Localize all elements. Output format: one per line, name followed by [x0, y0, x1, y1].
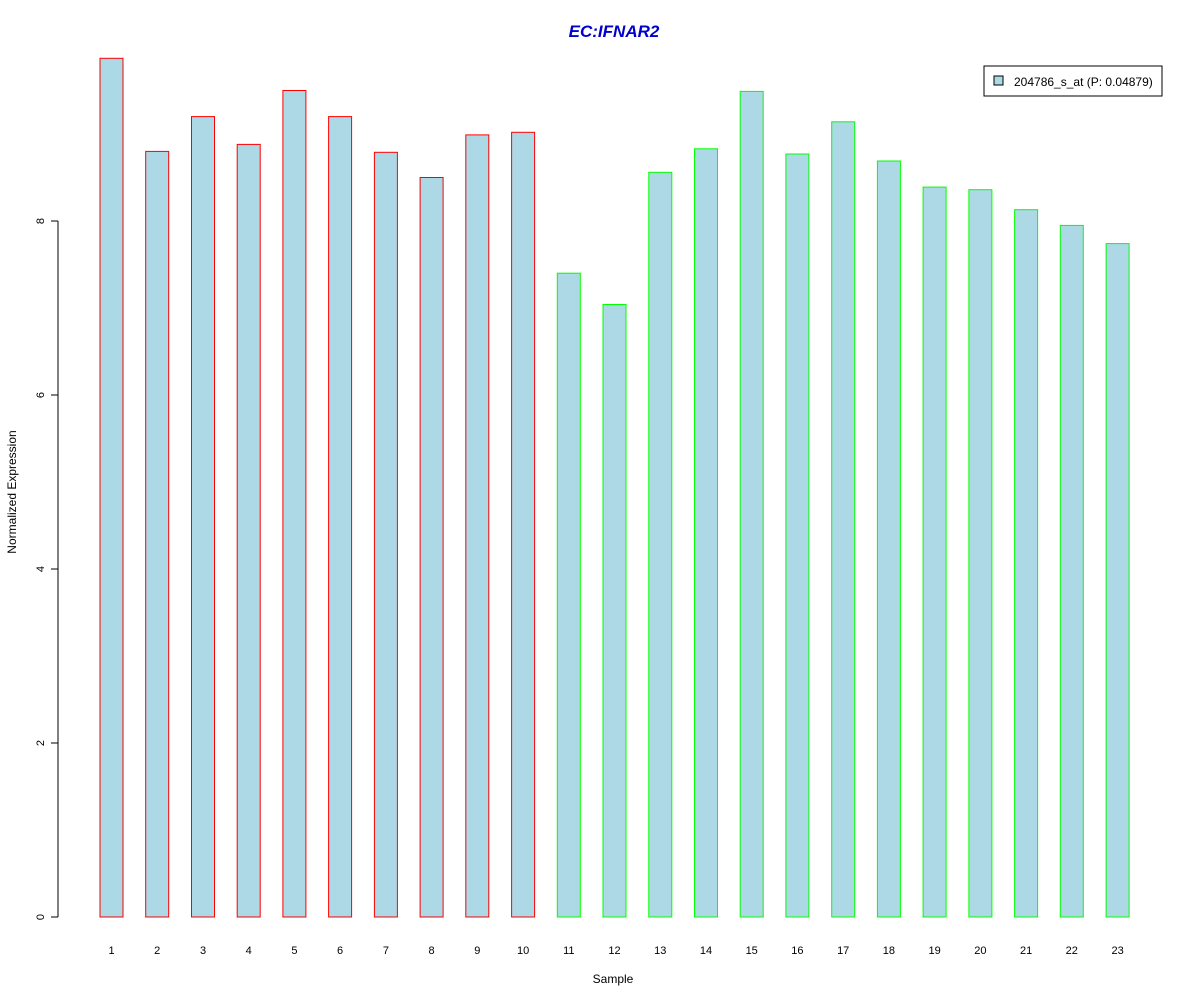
- bar-sample-9: [465, 134, 490, 918]
- x-axis-label: Sample: [593, 972, 634, 986]
- y-axis: 0 2 4 6 8: [35, 218, 59, 920]
- y-tick-label: 4: [35, 566, 47, 572]
- x-tick-label: 1: [108, 945, 114, 957]
- bar-sample-2: [145, 150, 170, 918]
- bar-sample-18: [876, 160, 901, 918]
- bar-sample-7: [373, 151, 398, 918]
- bar-sample-3: [191, 116, 215, 918]
- x-tick-label: 20: [974, 945, 986, 957]
- bar-sample-13: [648, 171, 673, 918]
- x-tick-label: 22: [1066, 945, 1078, 957]
- x-tick-label: 23: [1111, 945, 1123, 957]
- bar-sample-17: [831, 121, 856, 918]
- bar-sample-11: [556, 272, 581, 918]
- x-tick-labels: 1 2 3 4 5 6 7 8 9 10 11 12 13 14 15 16 17 18 19 20 21 22 23: [108, 945, 1123, 957]
- x-tick-label: 10: [517, 945, 529, 957]
- x-tick-label: 15: [746, 945, 758, 957]
- x-tick-label: 17: [837, 945, 849, 957]
- y-tick-label: 0: [35, 914, 47, 920]
- x-tick-label: 4: [246, 945, 252, 957]
- x-tick-label: 3: [200, 945, 206, 957]
- bar-sample-23: [1105, 243, 1130, 918]
- bar-sample-4: [236, 143, 261, 918]
- x-tick-label: 2: [154, 945, 160, 957]
- x-tick-label: 9: [474, 945, 480, 957]
- chart-title: EC:IFNAR2: [569, 22, 660, 41]
- bar-sample-1: [99, 57, 124, 918]
- legend-box: [983, 65, 1163, 97]
- bar-sample-19: [922, 186, 947, 918]
- x-tick-label: 7: [383, 945, 389, 957]
- x-tick-label: 16: [791, 945, 803, 957]
- bar-sample-14: [694, 148, 718, 918]
- bars-group: [99, 57, 1130, 918]
- bar-sample-8: [419, 177, 444, 918]
- bar-sample-16: [785, 153, 810, 918]
- y-tick-label: 8: [35, 218, 47, 224]
- legend: 204786_s_at (P: 0.04879): [983, 65, 1163, 97]
- bar-sample-20: [968, 189, 993, 918]
- legend-swatch: [993, 75, 1004, 86]
- bar-sample-12: [602, 304, 627, 918]
- y-axis-label: Normalized Expression: [5, 430, 19, 553]
- y-tick-label: 2: [35, 740, 47, 746]
- x-tick-label: 21: [1020, 945, 1032, 957]
- x-tick-label: 13: [654, 945, 666, 957]
- x-tick-label: 14: [700, 945, 712, 957]
- bar-sample-21: [1014, 209, 1039, 918]
- bar-sample-5: [282, 90, 307, 918]
- x-tick-label: 8: [429, 945, 435, 957]
- x-tick-label: 6: [337, 945, 343, 957]
- x-tick-label: 12: [608, 945, 620, 957]
- legend-label: 204786_s_at (P: 0.04879): [1014, 75, 1153, 89]
- x-tick-label: 5: [291, 945, 297, 957]
- bar-sample-15: [739, 90, 764, 918]
- bar-sample-10: [511, 131, 536, 918]
- x-tick-label: 19: [928, 945, 940, 957]
- x-tick-label: 11: [563, 945, 574, 957]
- y-tick-label: 6: [35, 392, 47, 398]
- bar-sample-22: [1059, 224, 1084, 918]
- bar-sample-6: [328, 116, 353, 918]
- x-tick-label: 18: [883, 945, 895, 957]
